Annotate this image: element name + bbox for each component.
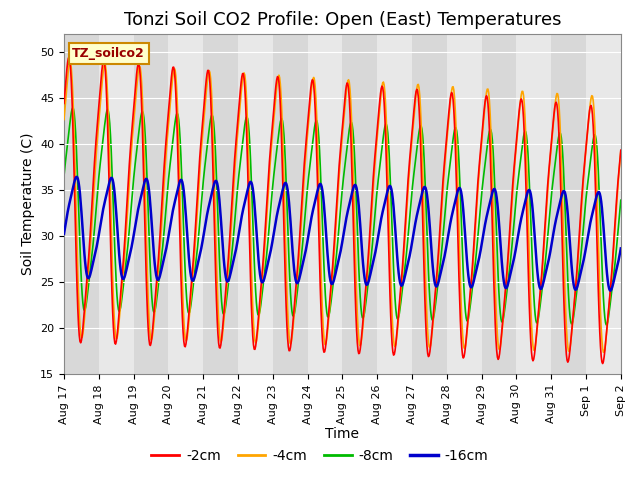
Bar xyxy=(64,34,99,374)
Bar xyxy=(238,34,273,374)
Bar xyxy=(342,34,377,374)
Title: Tonzi Soil CO2 Profile: Open (East) Temperatures: Tonzi Soil CO2 Profile: Open (East) Temp… xyxy=(124,11,561,29)
Bar xyxy=(447,34,481,374)
Y-axis label: Soil Temperature (C): Soil Temperature (C) xyxy=(20,133,35,275)
Text: TZ_soilco2: TZ_soilco2 xyxy=(72,47,145,60)
Bar xyxy=(168,34,204,374)
Bar xyxy=(551,34,586,374)
Bar xyxy=(134,34,168,374)
Bar xyxy=(377,34,412,374)
Bar xyxy=(412,34,447,374)
Legend: -2cm, -4cm, -8cm, -16cm: -2cm, -4cm, -8cm, -16cm xyxy=(146,443,494,468)
Bar xyxy=(204,34,238,374)
Bar xyxy=(516,34,551,374)
Bar xyxy=(481,34,516,374)
Bar xyxy=(586,34,621,374)
Bar xyxy=(308,34,342,374)
X-axis label: Time: Time xyxy=(325,427,360,441)
Bar xyxy=(273,34,308,374)
Bar xyxy=(99,34,134,374)
